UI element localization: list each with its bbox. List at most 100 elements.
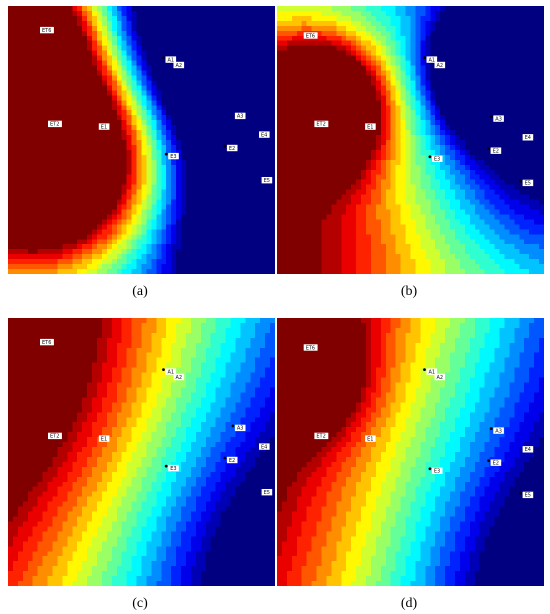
contour-cell [87, 135, 93, 141]
contour-cell [92, 144, 98, 151]
contour-cell [529, 174, 535, 181]
contour-cell [410, 184, 417, 191]
contour-cell [8, 239, 14, 245]
contour-cell [82, 179, 88, 186]
contour-cell [326, 140, 332, 146]
contour-cell [27, 45, 34, 52]
contour-cell [121, 164, 128, 171]
contour-cell [57, 259, 63, 265]
contour-cell [62, 169, 68, 176]
contour-cell [230, 174, 237, 181]
contour-cell [306, 125, 313, 131]
contour-cell [235, 105, 241, 111]
contour-cell [181, 164, 187, 171]
contour-cell [121, 254, 128, 260]
contour-cell [265, 95, 271, 101]
contour-cell [410, 120, 417, 126]
contour-cell [311, 144, 318, 151]
contour-cell [385, 85, 392, 91]
contour-cell [57, 229, 63, 235]
contour-cell [156, 184, 162, 191]
contour-cell [539, 174, 544, 181]
contour-cell [176, 65, 182, 72]
contour-cell [361, 6, 367, 12]
contour-cell [176, 144, 182, 151]
contour-cell [121, 144, 128, 151]
contour-cell [235, 90, 241, 96]
contour-cell [390, 140, 397, 146]
contour-cell [8, 115, 14, 121]
contour-cell [111, 239, 118, 245]
contour-cell [265, 65, 271, 72]
contour-cell [380, 169, 387, 176]
contour-cell [405, 154, 412, 161]
contour-cell [181, 65, 187, 72]
contour-cell [161, 249, 167, 255]
contour-cell [8, 164, 14, 171]
contour-cell [106, 164, 113, 171]
contour-cell [260, 199, 266, 206]
contour-cell [215, 169, 222, 176]
contour-cell [116, 30, 123, 37]
contour-cell [529, 140, 535, 146]
contour-cell [57, 209, 63, 216]
contour-cell [361, 149, 367, 156]
contour-cell [356, 135, 362, 141]
contour-cell [72, 55, 78, 62]
contour-cell [12, 269, 19, 274]
contour-cell [131, 60, 138, 67]
contour-cell [405, 10, 412, 17]
contour-cell [235, 224, 241, 230]
contour-cell [166, 6, 172, 12]
contour-cell [205, 169, 212, 176]
point-label-box [259, 131, 270, 138]
contour-cell [245, 40, 251, 47]
contour-cell [151, 40, 157, 47]
contour-cell [220, 65, 227, 72]
contour-cell [311, 75, 318, 82]
contour-cell [390, 55, 397, 62]
contour-cell [459, 144, 466, 151]
contour-cell [270, 254, 275, 260]
contour-cell [277, 45, 283, 52]
contour-cell [469, 169, 476, 176]
contour-cell [370, 60, 377, 67]
contour-cell [336, 95, 342, 101]
contour-cell [97, 35, 103, 42]
contour-cell [346, 115, 352, 121]
contour-cell [17, 259, 24, 265]
contour-cell [77, 144, 83, 151]
contour-cell [366, 154, 372, 161]
contour-cell [82, 209, 88, 216]
contour-cell [225, 249, 232, 255]
contour-cell [151, 154, 157, 161]
contour-cell [87, 100, 93, 106]
contour-cell [111, 264, 118, 270]
contour-cell [370, 80, 377, 86]
contour-cell [131, 50, 138, 57]
contour-cell [380, 95, 387, 101]
contour-cell [494, 105, 501, 111]
contour-cell [111, 10, 118, 17]
contour-cell [32, 199, 39, 206]
contour-cell [190, 125, 197, 131]
contour-cell [171, 254, 177, 260]
contour-cell [151, 254, 157, 260]
contour-cell [77, 209, 83, 216]
contour-cell [331, 20, 337, 27]
contour-cell [101, 224, 108, 230]
contour-cell [195, 30, 202, 37]
contour-cell [166, 10, 172, 17]
contour-cell [430, 6, 436, 12]
contour-cell [111, 125, 118, 131]
contour-cell [380, 90, 387, 96]
contour-cell [301, 149, 308, 156]
contour-cell [37, 60, 44, 67]
contour-cell [469, 35, 476, 42]
contour-cell [245, 50, 251, 57]
contour-cell [225, 45, 232, 52]
contour-cell [82, 140, 88, 146]
contour-cell [395, 30, 402, 37]
contour-cell [459, 100, 466, 106]
contour-cell [8, 174, 14, 181]
